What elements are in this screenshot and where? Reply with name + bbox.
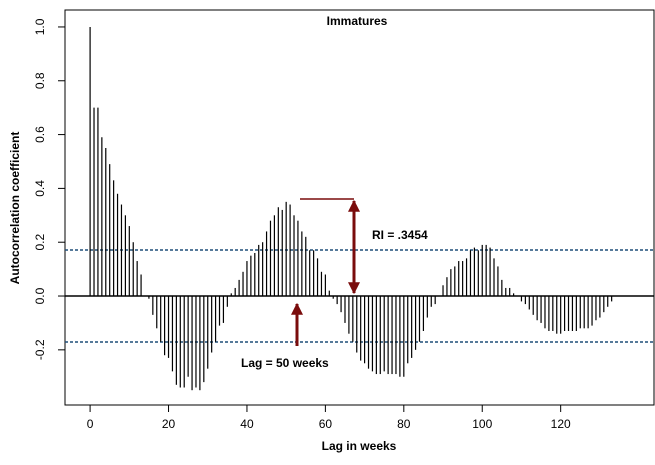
y-tick-label: 1.0 [33,18,47,35]
x-axis-label: Lag in weeks [322,439,397,453]
x-tick-label: 120 [551,417,571,431]
annotation: RI = .3454 [372,228,428,242]
x-tick-label: 100 [472,417,492,431]
y-tick-label: -0.2 [33,339,47,360]
x-tick-label: 80 [397,417,411,431]
y-tick-label: 0.2 [33,234,47,251]
y-tick-label: 0.0 [33,287,47,304]
x-tick-label: 0 [87,417,94,431]
y-tick-label: 0.8 [33,72,47,89]
y-tick-label: 0.6 [33,126,47,143]
annotation: Lag = 50 weeks [241,356,329,370]
plot-frame [64,9,655,406]
y-axis-label: Autocorrelation coefficient [8,132,22,285]
chart-title: Immatures [327,14,388,28]
x-tick-label: 60 [319,417,333,431]
x-tick-label: 40 [240,417,254,431]
x-tick-label: 20 [162,417,176,431]
y-tick-label: 0.4 [33,180,47,197]
